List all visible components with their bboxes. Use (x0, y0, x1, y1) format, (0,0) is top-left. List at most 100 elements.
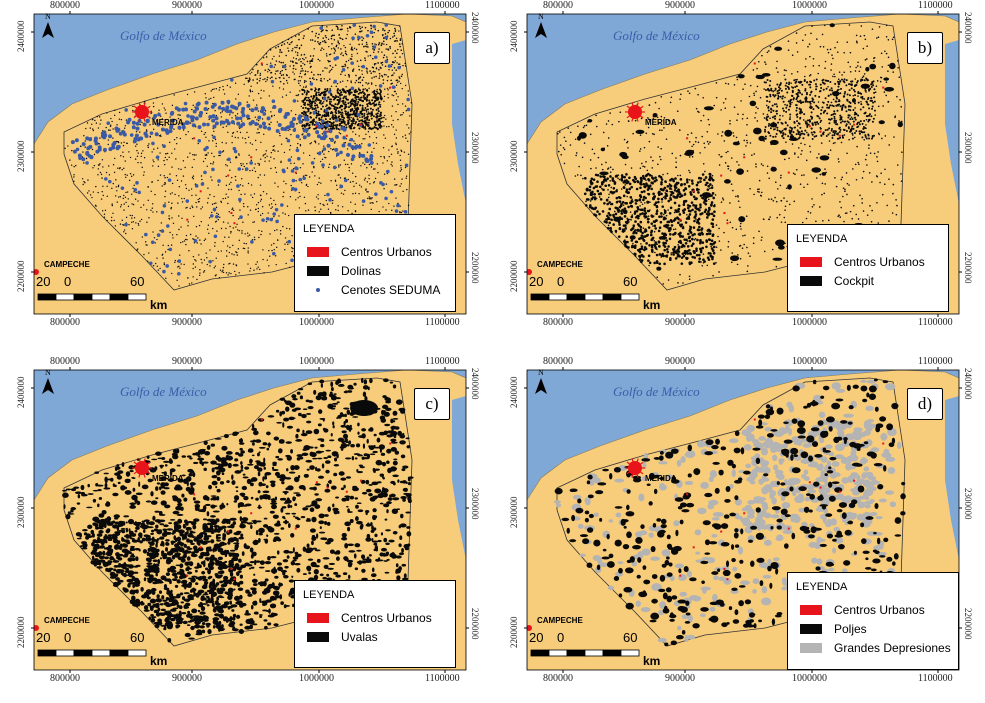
y-tick-label-left: 2200000 (16, 616, 26, 649)
legend-swatch (307, 266, 329, 276)
x-tick-label-top: 900000 (172, 356, 202, 367)
legend-swatch (307, 285, 329, 295)
y-tick-label-left: 2200000 (509, 260, 519, 293)
legend-title: LEYENDA (796, 233, 848, 245)
scale-unit: km (150, 298, 168, 312)
y-tick-label-left: 2300000 (16, 496, 26, 529)
gulf-label: Golfo de México (613, 384, 700, 399)
legend-item: Centros Urbanos (800, 255, 925, 269)
sea-area-east (945, 40, 959, 204)
scale-label-0: 0 (557, 274, 565, 289)
x-tick-label-bottom: 1100000 (425, 317, 460, 328)
gulf-label: Golfo de México (120, 28, 207, 43)
study-area-boundary (556, 377, 906, 647)
gulf-label: Golfo de México (613, 28, 700, 43)
y-tick-label-right: 2200000 (963, 608, 973, 640)
legend-label: Centros Urbanos (341, 245, 432, 259)
legend-label: Centros Urbanos (834, 603, 925, 617)
scale-bar (530, 649, 640, 657)
x-tick-label-top: 800000 (543, 0, 573, 11)
panel-letter: d) (907, 388, 943, 420)
x-tick-label-top: 900000 (665, 356, 695, 367)
y-tick-label-left: 2400000 (16, 376, 26, 409)
x-tick-label-bottom: 800000 (50, 317, 80, 328)
karst-features (64, 23, 413, 287)
x-tick-label-bottom: 800000 (50, 673, 80, 684)
legend-label: Grandes Depresiones (834, 641, 951, 655)
legend-item: Centros Urbanos (800, 603, 925, 617)
city-label-merida: MERIDA (152, 118, 184, 127)
x-tick-label-bottom: 1000000 (299, 317, 334, 328)
legend-item: Grandes Depresiones (800, 641, 951, 655)
sea-area-east (452, 396, 466, 560)
city-label-campeche: CAMPECHE (537, 260, 583, 269)
x-tick-label-top: 1100000 (918, 356, 953, 367)
scale-label-60: 60 (623, 630, 638, 645)
x-tick-label-top: 800000 (50, 356, 80, 367)
y-tick-label-left: 2300000 (16, 140, 26, 173)
legend-swatch (800, 624, 822, 634)
legend-swatch (800, 605, 822, 615)
y-tick-label-right: 2300000 (470, 488, 480, 520)
legend-title: LEYENDA (303, 223, 355, 235)
urban-centers (34, 62, 392, 275)
x-tick-label-bottom: 800000 (543, 317, 573, 328)
x-tick-label-bottom: 900000 (172, 673, 202, 684)
legend-item: Dolinas (307, 264, 381, 278)
legend-label: Poljes (834, 622, 867, 636)
city-label-merida: MERIDA (645, 118, 677, 127)
map-frame (526, 13, 960, 315)
scale-label-20: 20 (529, 274, 544, 289)
map-panel-3: 800000 800000 900000 900000 1000000 1000000 11… (505, 356, 973, 698)
y-tick-label-right: 2300000 (470, 132, 480, 164)
x-tick-label-bottom: 900000 (172, 317, 202, 328)
legend-swatch (307, 632, 329, 642)
map-canvas (524, 367, 962, 673)
city-label-campeche: CAMPECHE (44, 616, 90, 625)
y-tick-label-left: 2400000 (509, 20, 519, 53)
scale-bar (530, 293, 640, 301)
urban-centers (34, 418, 392, 631)
x-tick-label-top: 1000000 (792, 0, 827, 11)
x-tick-label-top: 900000 (172, 0, 202, 11)
y-tick-label-right: 2400000 (470, 368, 480, 400)
y-tick-label-right: 2300000 (963, 488, 973, 520)
panel-letter: c) (414, 388, 450, 420)
legend-label: Cockpit (834, 274, 875, 288)
scale-label-60: 60 (130, 274, 145, 289)
panel-letter: a) (414, 32, 450, 64)
y-tick-label-left: 2300000 (509, 496, 519, 529)
scale-label-0: 0 (557, 630, 565, 645)
legend-label: Uvalas (341, 630, 378, 644)
y-tick-label-left: 2400000 (16, 20, 26, 53)
x-tick-label-bottom: 1000000 (299, 673, 334, 684)
scale-label-0: 0 (64, 274, 72, 289)
gulf-label: Golfo de México (120, 384, 207, 399)
x-tick-label-bottom: 1100000 (918, 317, 953, 328)
x-tick-label-top: 1000000 (299, 356, 334, 367)
x-tick-label-bottom: 900000 (665, 673, 695, 684)
legend-item: Centros Urbanos (307, 611, 432, 625)
x-tick-label-top: 1000000 (792, 356, 827, 367)
legend-label: Cenotes SEDUMA (341, 283, 441, 297)
legend-swatch (800, 643, 822, 653)
scale-label-60: 60 (623, 274, 638, 289)
panel-letter: b) (907, 32, 943, 64)
map-frame (33, 13, 467, 315)
scale-unit: km (643, 298, 661, 312)
map-canvas (31, 367, 469, 673)
legend-box: LEYENDA Centros Urbanos Cockpit (787, 224, 949, 312)
scale-unit: km (643, 654, 661, 668)
legend-swatch (800, 257, 822, 267)
city-label-campeche: CAMPECHE (537, 616, 583, 625)
x-tick-label-bottom: 1000000 (792, 673, 827, 684)
scale-label-20: 20 (36, 274, 51, 289)
north-arrow-icon (535, 378, 547, 394)
legend-item: Centros Urbanos (307, 245, 432, 259)
sea-area-east (945, 396, 959, 560)
north-label: N (45, 368, 51, 377)
x-tick-label-bottom: 800000 (543, 673, 573, 684)
x-tick-label-bottom: 1000000 (792, 317, 827, 328)
legend-swatch (307, 613, 329, 623)
legend-item: Cockpit (800, 274, 874, 288)
